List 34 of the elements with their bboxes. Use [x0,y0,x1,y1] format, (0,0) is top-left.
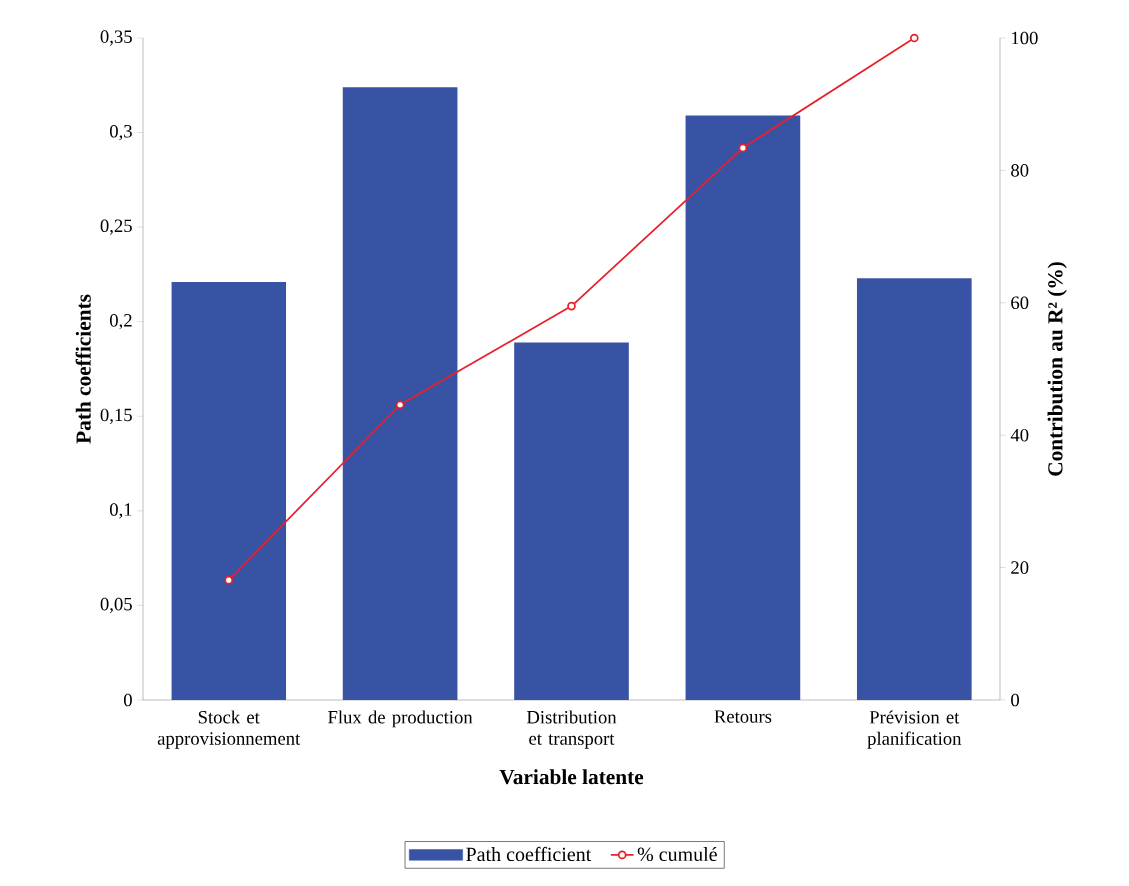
point [395,400,405,410]
y2-tick-label: 80 [1011,164,1029,177]
y2-tick-label: 60 [1011,296,1029,310]
y2-tick-label: 20 [1011,561,1029,574]
x-tick-label: Stock et approvisionnement [157,710,301,749]
point [224,575,234,585]
legend-label: % cumulé [637,846,717,862]
y-tick-label: 0,2 [109,314,132,330]
x-tick-label: Prévision et planification [867,710,962,749]
y-tick-label: 0 [123,693,132,707]
y-tick-label: 0,05 [100,597,132,614]
y-tick-label: 0,15 [100,408,132,424]
y-tick-label: 0,1 [109,503,132,519]
x-axis-title: Variable latente [499,769,644,785]
y2-tick-label: 100 [1012,31,1038,45]
point [567,301,576,311]
y2-axis-title: Contribution au R² (%) [1047,262,1067,476]
legend-label: Path coefficient [466,846,592,862]
bar [514,342,629,700]
y2-tick-label: 0 [1011,693,1020,707]
point [738,143,748,153]
y2-tick-label: 40 [1010,428,1029,442]
x-tick-label: Distribution et transport [526,710,617,749]
bar [856,278,972,700]
bar [171,281,287,700]
point [909,33,919,43]
y-tick-label: 0,35 [100,30,132,46]
y-tick-label: 0,3 [109,124,132,141]
bar [342,87,458,700]
y-tick-label: 0,25 [100,219,132,235]
y-axis-title: Path coefficients [75,294,91,444]
bar [685,115,801,700]
x-tick-label: Retours [714,710,772,723]
x-tick-label: Flux de production [328,710,473,728]
